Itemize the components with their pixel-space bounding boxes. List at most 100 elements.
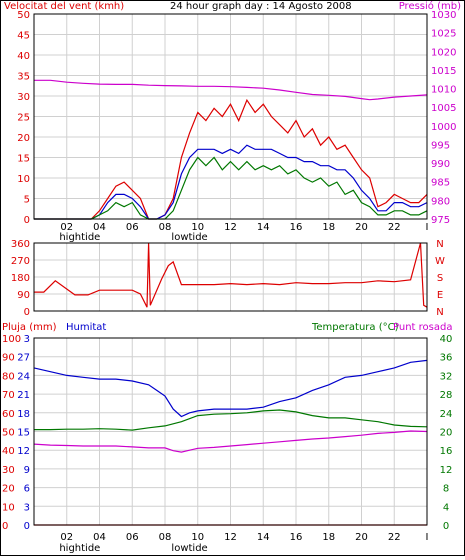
wind-tick-label: 0 (24, 215, 30, 226)
pressure-tick-label: 1030 (431, 10, 456, 21)
wind-x-tick-label: 08 (159, 222, 172, 233)
wind-tick-label: 20 (17, 133, 30, 144)
rain-tick-label: 10 (2, 502, 15, 513)
tide-label-high-bottom: hightide (59, 543, 100, 554)
direction-grid (34, 243, 427, 311)
humidity-x-tick-label: 06 (126, 532, 139, 543)
wind-tick-label: 45 (17, 31, 30, 42)
pressure-tick-label: 990 (431, 159, 450, 170)
humidity-x-end-label: I (426, 532, 429, 543)
temperature-tick-label: 4 (443, 502, 449, 513)
humidity-x-ticks: 02 04 06 08 10 12 14 16 18 20 22 I (60, 532, 428, 543)
rain-tick-label: 50 (2, 428, 15, 439)
humidity-x-tick-label: 10 (191, 532, 204, 543)
humidity-x-tick-label: 08 (159, 532, 172, 543)
humidity-x-tick-label: 16 (290, 532, 303, 543)
wind-x-tick-label: 22 (388, 222, 401, 233)
pressure-tick-label: 1015 (431, 66, 456, 77)
direction-tick-label: 360 (11, 239, 30, 250)
pressure-tick-label: 1020 (431, 47, 456, 58)
humidity-axis-title: Humitat (66, 322, 106, 333)
temperature-tick-label: 24 (440, 409, 453, 420)
humidity-tick-label: 6 (24, 484, 30, 495)
temperature-tick-label: 40 (440, 334, 453, 345)
rain-tick-label: 40 (2, 446, 15, 457)
wind-tick-label: 35 (17, 72, 30, 83)
direction-tick-label: 270 (11, 256, 30, 267)
wind-plot-frame (33, 13, 428, 220)
direction-left-ticks: 360 270 180 90 0 (11, 239, 30, 318)
pressure-tick-label: 1010 (431, 85, 456, 96)
tide-label-low: lowtide (171, 232, 207, 243)
tide-label-low-bottom: lowtide (171, 543, 207, 554)
wind-pressure-series (34, 79, 428, 220)
humidity-tick-label: 12 (17, 446, 30, 457)
humidity-tick-label: 3 (24, 334, 30, 345)
pressure-right-ticks: 1030 1025 1020 1015 1010 1005 1000 995 990 985 980… (431, 10, 456, 226)
rain-tick-label: 60 (2, 409, 15, 420)
pressure-tick-label: 985 (431, 178, 450, 189)
wind-series-line-2 (34, 144, 428, 220)
humidity-tick-label: 3 (24, 502, 30, 513)
humidity-x-tick-label: 20 (355, 532, 368, 543)
direction-plot-frame (33, 242, 428, 312)
humidity-tick-label: 0 (24, 521, 30, 532)
temperature-tick-label: 8 (443, 484, 449, 495)
wind-x-tick-label: 16 (290, 222, 303, 233)
humidity-x-tick-label: 12 (224, 532, 237, 543)
compass-tick-label: W (435, 256, 445, 267)
temperature-axis-title: Temperatura (°C) (311, 322, 399, 333)
temperature-tick-label: 32 (440, 371, 453, 382)
humidity-x-tick-label: 18 (322, 532, 335, 543)
compass-tick-label: N (436, 239, 443, 250)
wind-x-tick-label: 04 (93, 222, 106, 233)
direction-series-line-0 (34, 242, 428, 308)
wind-tick-label: 30 (17, 92, 30, 103)
pressure-tick-label: 980 (431, 196, 450, 207)
wind-tick-label: 40 (17, 51, 30, 62)
rain-tick-label: 0 (2, 521, 8, 532)
compass-tick-label: S (437, 273, 443, 284)
wind-series-line-1 (34, 98, 428, 220)
humidity-x-tick-label: 14 (257, 532, 270, 543)
humidity-x-tick-label: 22 (388, 532, 401, 543)
rain-tick-label: 30 (2, 465, 15, 476)
compass-tick-label: E (437, 290, 443, 301)
pressure-tick-label: 995 (431, 140, 450, 151)
wind-x-tick-label: 12 (224, 222, 237, 233)
humidity-tick-label: 24 (17, 371, 30, 382)
humidity-tick-label: 15 (17, 428, 30, 439)
humidity-series-line-0 (33, 359, 428, 418)
humidity-series-line-1 (34, 409, 428, 431)
rain-tick-label: 70 (2, 390, 15, 401)
wind-x-tick-label: 02 (60, 222, 73, 233)
wind-tick-label: 15 (17, 154, 30, 165)
humidity-x-tick-label: 04 (93, 532, 106, 543)
pressure-tick-label: 1025 (431, 29, 456, 40)
temperature-tick-label: 20 (440, 428, 453, 439)
pressure-tick-label: 1000 (431, 122, 456, 133)
wind-x-tick-label: 20 (355, 222, 368, 233)
wind-x-ticks: 02 04 06 08 10 12 14 16 18 20 22 I (60, 222, 428, 233)
humidity-series-line-2 (33, 430, 428, 453)
dewpoint-axis-title: Punt rosada (393, 322, 452, 333)
compass-tick-label: N (436, 307, 443, 318)
wind-x-tick-label: 14 (257, 222, 270, 233)
wind-tick-label: 25 (17, 113, 30, 124)
humidity-tick-label: 9 (24, 465, 30, 476)
wind-x-end-label: I (426, 222, 429, 233)
rain-tick-label: 90 (2, 353, 15, 364)
direction-series (34, 242, 428, 308)
humidity-tick-label: 21 (17, 390, 30, 401)
direction-tick-label: 90 (17, 290, 30, 301)
chart-title: 24 hour graph day : 14 Agosto 2008 (170, 1, 352, 12)
temperature-tick-label: 28 (440, 390, 453, 401)
humidity-tick-label: 18 (17, 409, 30, 420)
direction-tick-label: 0 (24, 307, 30, 318)
wind-tick-label: 5 (24, 195, 30, 206)
